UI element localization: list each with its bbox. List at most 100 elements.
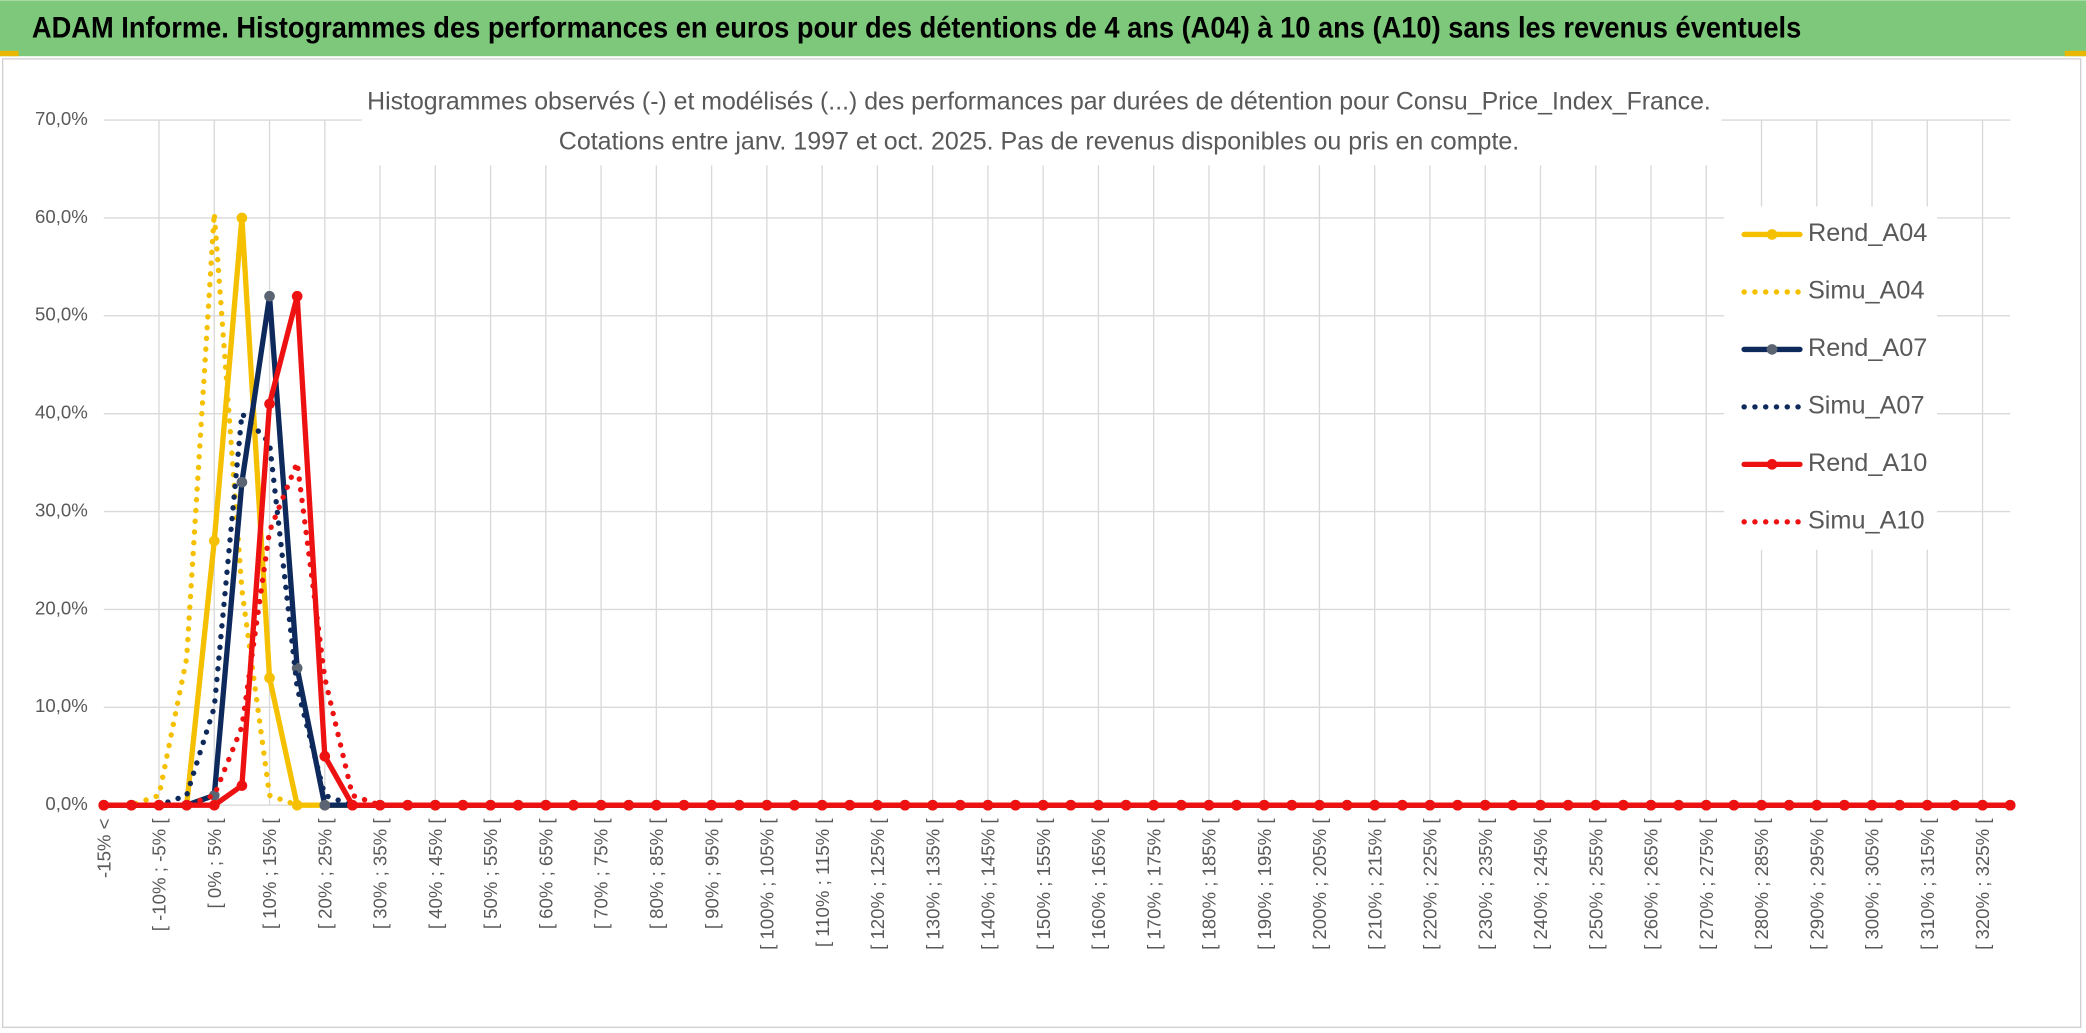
legend-backdrop (1724, 206, 1937, 550)
series-marker (1065, 799, 1077, 811)
series-marker (264, 398, 275, 410)
y-tick-label: 10,0% (35, 695, 88, 716)
x-tick-label: [ 200% ; 205% [ (1309, 818, 1330, 950)
series-marker (236, 476, 248, 488)
x-tick-label: [ 220% ; 225% [ (1420, 818, 1441, 950)
legend-marker (1766, 459, 1778, 470)
series-marker (512, 799, 524, 811)
series-marker (208, 535, 220, 547)
series-marker (954, 799, 966, 811)
series-marker (1452, 799, 1463, 811)
x-tick-label: [ 50% ; 55% [ (480, 818, 501, 930)
series-marker (872, 799, 883, 811)
x-tick-label: [ 290% ; 295% [ (1806, 818, 1827, 950)
series-marker (291, 799, 303, 811)
x-tick-label: [ 260% ; 265% [ (1641, 818, 1662, 950)
series-marker (1507, 799, 1519, 811)
x-tick-label: [ 300% ; 305% [ (1862, 818, 1883, 950)
x-tick-label: [ 150% ; 155% [ (1033, 818, 1054, 950)
legend-label: Simu_A07 (1808, 392, 1925, 420)
plot: Rend_A04 Simu_A04 Rend_A07 Simu_A07 Rend_A10… (98, 210, 2016, 811)
x-tick-label: [ 280% ; 285% [ (1751, 818, 1772, 950)
series-marker (347, 799, 358, 811)
series-marker (1341, 799, 1353, 811)
x-tick-label: [ 190% ; 195% [ (1254, 818, 1275, 950)
series-marker (1949, 799, 1961, 811)
x-tick-label: [ 60% ; 65% [ (535, 818, 556, 930)
x-tick-label: [ 120% ; 125% [ (867, 818, 888, 950)
x-tick-label: [ 230% ; 235% [ (1475, 818, 1496, 950)
x-tick-label: [ 140% ; 145% [ (978, 818, 999, 950)
x-tick-label: [ 180% ; 185% [ (1199, 818, 1220, 950)
x-tick-label: [ 170% ; 175% [ (1143, 818, 1164, 950)
y-tick-label: 50,0% (35, 304, 88, 325)
series-marker (236, 780, 248, 791)
series-marker (1590, 799, 1602, 811)
legend-label: Rend_A07 (1808, 334, 1927, 362)
y-tick-label: 60,0% (35, 206, 88, 227)
series-marker (264, 290, 275, 302)
x-tick-label: [ 20% ; 25% [ (314, 818, 335, 930)
series-marker (291, 290, 303, 302)
series-marker (761, 799, 773, 811)
series-marker (1148, 799, 1159, 811)
grid: 0,0% 10,0% 20,0% 30,0% 40,0% 50,0% 60,0% 70,0% -… (35, 108, 2011, 950)
header-title: ADAM Informe. Histogrammes des performan… (32, 12, 1801, 44)
x-tick-label: [ 30% ; 35% [ (370, 818, 391, 930)
series-marker (429, 799, 441, 811)
header-accent (0, 50, 19, 57)
x-tick-label: [ -10% ; -5% [ (149, 818, 170, 932)
y-tick-label: 30,0% (35, 499, 88, 520)
x-tick-label: [ 130% ; 135% [ (922, 818, 943, 950)
series-marker (1756, 799, 1767, 811)
x-tick-label: [ 10% ; 15% [ (259, 818, 280, 930)
series-marker (1203, 799, 1215, 811)
x-tick-label: [ 160% ; 165% [ (1088, 818, 1109, 950)
x-tick-label: [ 90% ; 95% [ (701, 818, 722, 930)
x-tick-label: [ 70% ; 75% [ (591, 818, 612, 930)
x-tick-label: [ 270% ; 275% [ (1696, 818, 1717, 950)
chart-title: Histogrammes observés (-) et modélisés (… (367, 87, 1711, 115)
chart-frame (1, 58, 2082, 1029)
series-marker (678, 799, 690, 811)
y-tick-label: 70,0% (35, 108, 88, 129)
series-marker (126, 799, 137, 811)
x-tick-label: [ 210% ; 215% [ (1364, 818, 1385, 950)
y-tick-label: 0,0% (45, 793, 87, 814)
x-tick-label: [ 110% ; 115% [ (812, 818, 833, 947)
series-marker (1397, 799, 1408, 811)
x-tick-label: -15% < (93, 818, 114, 877)
series-marker (208, 799, 220, 811)
chart-subtitle: Cotations entre janv. 1997 et oct. 2025.… (559, 127, 1520, 155)
x-tick-label: [ 320% ; 325% [ (1972, 818, 1993, 950)
series-marker (1645, 799, 1657, 811)
series-marker (1258, 799, 1270, 811)
title-backdrop (361, 80, 1722, 166)
series-marker (236, 212, 248, 224)
legend-label: Rend_A04 (1808, 219, 1927, 247)
legend-label: Rend_A10 (1808, 449, 1927, 477)
series-marker (1700, 799, 1712, 811)
x-tick-label: [ 250% ; 255% [ (1585, 818, 1606, 950)
series-marker (319, 799, 331, 811)
series-marker (319, 750, 331, 762)
series-marker (706, 799, 717, 811)
header-accent (2064, 50, 2086, 57)
series-marker (1839, 799, 1850, 811)
series-marker (374, 799, 386, 811)
series-marker (568, 799, 579, 811)
x-tick-label: [ 0% ; 5% [ (204, 818, 225, 909)
legend-marker (1766, 229, 1778, 240)
series-marker (1010, 799, 1021, 811)
x-tick-label: [ 310% ; 315% [ (1917, 818, 1938, 950)
series-marker (623, 799, 635, 811)
x-tick-label: [ 40% ; 45% [ (425, 818, 446, 930)
legend-marker (1766, 344, 1778, 355)
series-marker (2004, 799, 2016, 811)
x-tick-label: [ 80% ; 85% [ (646, 818, 667, 930)
x-tick-label: [ 240% ; 245% [ (1530, 818, 1551, 950)
series-line (101, 293, 2013, 808)
y-tick-label: 20,0% (35, 597, 88, 618)
series-marker (1894, 799, 1905, 811)
